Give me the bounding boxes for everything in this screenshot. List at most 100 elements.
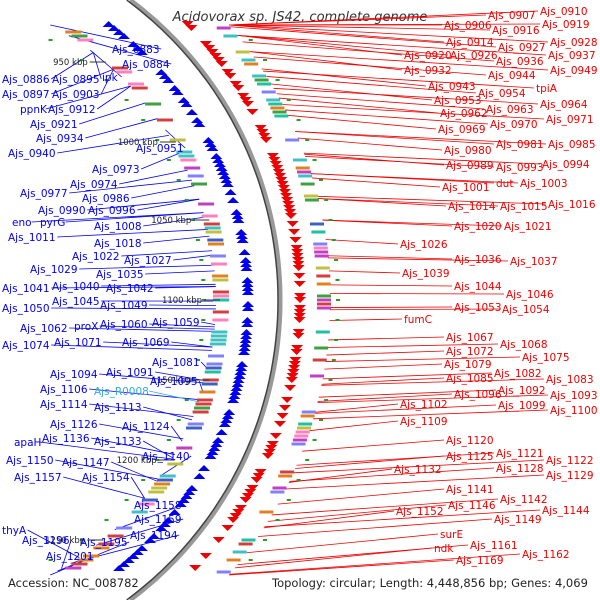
forward-gene-label: Ajs_1045	[52, 296, 100, 308]
reverse-gene-label: Ajs_1093	[550, 390, 598, 402]
reverse-gene-label: Ajs_1092	[498, 385, 546, 397]
forward-gene-mark	[235, 229, 248, 235]
leader-line	[317, 393, 453, 402]
feature-block	[167, 462, 184, 466]
minor-tick	[141, 479, 146, 481]
reverse-gene-label: Ajs_0964	[540, 99, 588, 111]
reverse-gene-mark	[246, 485, 259, 491]
reverse-gene-label: Ajs_0954	[478, 88, 526, 100]
minor-tick	[334, 259, 339, 261]
leader-line	[318, 389, 497, 398]
leader-line	[79, 264, 215, 270]
leader-line	[261, 68, 427, 87]
reverse-gene-label: Ajs_0927	[498, 42, 546, 54]
minor-tick	[286, 99, 291, 101]
forward-gene-mark	[236, 237, 249, 243]
reverse-gene-mark	[292, 329, 305, 335]
leader-line	[263, 510, 395, 529]
leader-line	[145, 270, 215, 275]
forward-gene-label: Ajs_1074	[2, 340, 50, 352]
forward-gene-mark	[135, 49, 148, 55]
genome-backbone	[126, 0, 283, 600]
reverse-gene-label: Ajs_1068	[500, 339, 548, 351]
reverse-gene-label: Ajs_1082	[494, 368, 542, 380]
reverse-gene-mark	[281, 197, 294, 203]
forward-gene-mark	[144, 537, 156, 543]
leader-line	[173, 254, 213, 261]
forward-gene-label: Ajs_1049	[100, 300, 148, 312]
leader-line	[121, 250, 213, 257]
leader-line	[322, 219, 503, 227]
reverse-gene-mark	[281, 397, 294, 403]
forward-gene-mark	[241, 317, 254, 323]
forward-gene-label: Ajs_0903	[52, 89, 100, 101]
forward-gene-label: Ajs_1124	[122, 421, 170, 433]
feature-block	[156, 118, 173, 122]
feature-block	[192, 410, 209, 414]
feature-block	[252, 74, 267, 78]
forward-gene-label: Ajs_0912	[48, 104, 96, 116]
leader-line	[141, 152, 180, 170]
minor-tick	[275, 519, 280, 521]
reverse-gene-mark	[285, 213, 297, 219]
reverse-gene-mark	[232, 85, 245, 91]
feature-block	[315, 330, 330, 334]
feature-block	[77, 558, 94, 562]
leader-line	[329, 306, 453, 308]
leader-line	[99, 325, 215, 330]
leader-line	[229, 10, 539, 26]
feature-block	[213, 298, 229, 302]
leader-line	[303, 152, 541, 165]
feature-block	[156, 478, 173, 482]
feature-block	[317, 298, 331, 302]
feature-block	[212, 278, 229, 282]
reverse-gene-label: Ajs_1162	[522, 549, 570, 561]
forward-gene-label: Ajs_1154	[82, 472, 130, 484]
feature-block	[148, 490, 165, 494]
forward-gene-label: Ajs_1157	[14, 472, 62, 484]
forward-gene-label: Ajs_0886	[2, 74, 50, 86]
reverse-gene-label: Ajs_0928	[550, 37, 598, 49]
leader-line	[143, 440, 174, 459]
leader-line	[229, 24, 549, 43]
reverse-gene-mark	[294, 293, 306, 299]
reverse-gene-mark	[292, 265, 305, 271]
leader-line	[317, 198, 499, 207]
feature-block	[298, 422, 313, 426]
leader-line	[89, 403, 194, 417]
reverse-gene-label: Ajs_1044	[454, 281, 502, 293]
feature-block	[206, 362, 223, 366]
minor-tick	[166, 159, 171, 161]
leader-line	[324, 363, 443, 370]
forward-gene-label: Ajs_1196	[22, 535, 70, 547]
reverse-gene-mark	[289, 237, 302, 243]
reverse-gene-mark	[266, 153, 279, 159]
reverse-gene-label: Ajs_0993	[496, 162, 544, 174]
feature-block	[241, 538, 256, 542]
forward-gene-mark	[108, 25, 120, 31]
feature-block	[187, 422, 204, 426]
minor-tick	[48, 39, 53, 41]
forward-gene-mark	[231, 213, 244, 219]
forward-gene-label: Ajs_0977	[20, 188, 68, 200]
forward-gene-label: pyrG	[40, 217, 65, 229]
feature-block	[316, 306, 331, 310]
reverse-gene-label: Ajs_1079	[444, 359, 492, 371]
feature-block	[195, 402, 212, 406]
reverse-gene-label: surE	[440, 529, 463, 541]
forward-gene-label: Ajs_1126	[50, 419, 98, 431]
feature-blocks	[48, 21, 340, 574]
feature-block	[154, 482, 171, 486]
feature-block	[159, 474, 176, 478]
forward-gene-label: Ajs_1094	[50, 369, 98, 381]
leader-line	[234, 547, 433, 569]
leader-line	[302, 439, 445, 452]
forward-gene-mark	[227, 397, 240, 403]
minor-tick	[275, 79, 280, 81]
leader-line	[101, 283, 216, 287]
forward-gene-mark	[212, 157, 225, 163]
reverse-gene-label: Ajs_1003	[520, 178, 568, 190]
forward-gene-mark	[147, 533, 160, 539]
minor-tick	[191, 219, 195, 221]
kbp-ticks: 950 kbp 1000 kbp 1050 kbp 1100 kbp 1150 kbp 1…	[45, 58, 220, 546]
